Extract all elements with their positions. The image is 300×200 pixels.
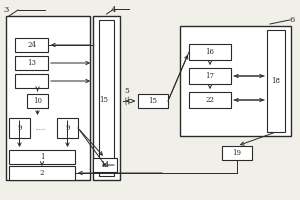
Text: 2: 2	[40, 169, 44, 177]
Bar	[6, 16, 90, 180]
Bar	[57, 118, 78, 138]
Bar	[93, 16, 120, 180]
Text: 5: 5	[124, 87, 129, 95]
Bar	[15, 74, 48, 88]
Bar	[189, 44, 231, 60]
Bar	[93, 158, 117, 172]
Text: 1: 1	[40, 153, 44, 161]
Text: 10: 10	[33, 97, 42, 105]
Text: 14: 14	[100, 161, 109, 169]
Bar	[180, 26, 291, 136]
Bar	[189, 68, 231, 84]
Text: 4: 4	[111, 6, 116, 14]
Text: 13: 13	[27, 59, 36, 67]
Text: //: //	[123, 96, 132, 106]
Text: 9: 9	[65, 124, 70, 132]
Text: 16: 16	[206, 48, 214, 56]
Bar	[15, 56, 48, 70]
Text: 17: 17	[206, 72, 214, 80]
Text: 22: 22	[206, 96, 214, 104]
Bar	[138, 94, 168, 108]
Bar	[222, 146, 252, 160]
Text: ......: ......	[35, 127, 46, 132]
Bar	[9, 118, 30, 138]
Bar	[189, 92, 231, 108]
Bar	[9, 166, 75, 180]
Bar	[15, 38, 48, 52]
Text: 9: 9	[17, 124, 22, 132]
Text: 24: 24	[27, 41, 36, 49]
Text: 15: 15	[148, 97, 158, 105]
Text: 18: 18	[272, 77, 280, 85]
Bar	[27, 94, 48, 108]
Text: 19: 19	[232, 149, 242, 157]
Bar	[9, 150, 75, 164]
Text: 15: 15	[99, 96, 108, 104]
Text: 6: 6	[290, 16, 295, 24]
Bar	[99, 20, 114, 176]
Text: 3: 3	[3, 6, 8, 14]
Bar	[267, 30, 285, 132]
